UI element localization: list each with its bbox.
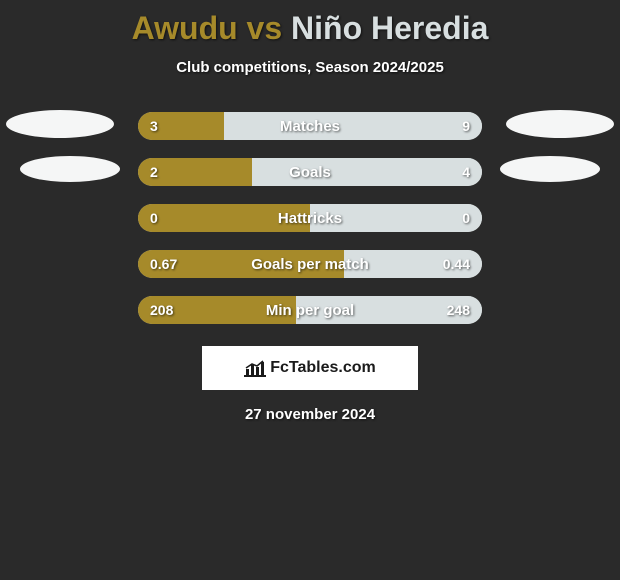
brand-box[interactable]: FcTables.com bbox=[202, 346, 418, 390]
stat-value-left: 3 bbox=[150, 112, 158, 140]
stat-value-right: 248 bbox=[447, 296, 470, 324]
stat-row: 00Hattricks bbox=[138, 204, 482, 232]
stat-value-left: 208 bbox=[150, 296, 173, 324]
player1-badge-top bbox=[6, 110, 114, 138]
stat-value-right: 0.44 bbox=[443, 250, 470, 278]
player2-badge-top bbox=[506, 110, 614, 138]
stat-fill-right bbox=[224, 112, 482, 140]
stat-fill-right bbox=[252, 158, 482, 186]
stat-row: 24Goals bbox=[138, 158, 482, 186]
footer-date: 27 november 2024 bbox=[245, 406, 375, 423]
stats-area: 39Matches24Goals00Hattricks0.670.44Goals… bbox=[0, 112, 620, 324]
stat-fill-right bbox=[310, 204, 482, 232]
stat-row: 208248Min per goal bbox=[138, 296, 482, 324]
player1-badge-bottom bbox=[20, 156, 120, 182]
stat-value-right: 0 bbox=[462, 204, 470, 232]
vs-text: vs bbox=[247, 10, 283, 46]
chart-icon bbox=[244, 359, 266, 377]
subtitle: Club competitions, Season 2024/2025 bbox=[176, 59, 444, 76]
stat-fill-left bbox=[138, 204, 310, 232]
brand-text: FcTables.com bbox=[270, 359, 376, 377]
stat-row: 39Matches bbox=[138, 112, 482, 140]
stat-value-left: 2 bbox=[150, 158, 158, 186]
stat-value-left: 0 bbox=[150, 204, 158, 232]
stat-row: 0.670.44Goals per match bbox=[138, 250, 482, 278]
stat-value-right: 9 bbox=[462, 112, 470, 140]
player2-name: Niño Heredia bbox=[291, 10, 488, 46]
player1-name: Awudu bbox=[132, 10, 238, 46]
stat-rows: 39Matches24Goals00Hattricks0.670.44Goals… bbox=[138, 112, 482, 324]
stat-value-left: 0.67 bbox=[150, 250, 177, 278]
comparison-card: Awudu vs Niño Heredia Club competitions,… bbox=[0, 0, 620, 423]
page-title: Awudu vs Niño Heredia bbox=[132, 10, 489, 47]
player2-badge-bottom bbox=[500, 156, 600, 182]
stat-value-right: 4 bbox=[462, 158, 470, 186]
